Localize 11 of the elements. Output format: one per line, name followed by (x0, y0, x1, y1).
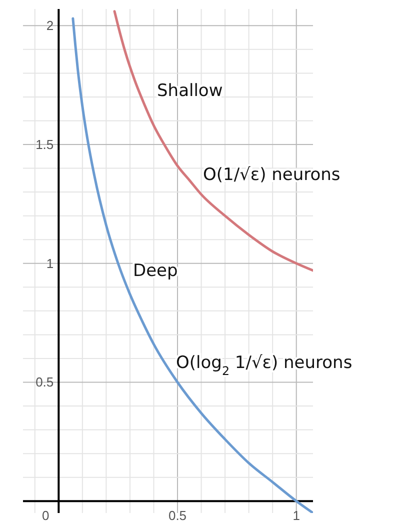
y-tick-label: 1.5 (36, 137, 54, 152)
x-tick-label: 0 (42, 508, 50, 524)
y-tick-label: 2 (46, 18, 54, 34)
x-tick-label: 0.5 (168, 508, 187, 524)
annotation: Deep (133, 261, 178, 281)
annotation: O(1/√ε) neurons (203, 165, 340, 185)
annotation: Shallow (157, 81, 223, 101)
x-tick-label: 1 (292, 508, 300, 524)
y-tick-label: 1 (46, 256, 54, 271)
annotation: O(log$_{2}$ 1/√ε) neurons (176, 353, 352, 378)
y-tick-label: 0.5 (36, 374, 54, 390)
